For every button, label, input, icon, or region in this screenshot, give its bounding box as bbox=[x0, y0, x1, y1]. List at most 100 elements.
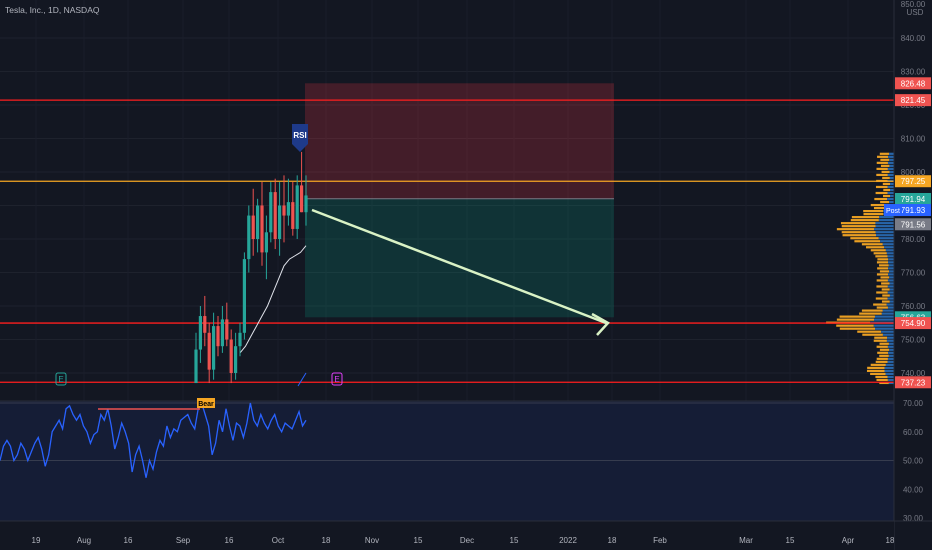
volume-bar bbox=[876, 161, 888, 164]
candle-body bbox=[229, 339, 233, 373]
volume-bar bbox=[877, 258, 889, 261]
volume-bar bbox=[882, 176, 890, 180]
time-label: 15 bbox=[510, 536, 519, 545]
rsi-tick: 50.00 bbox=[903, 457, 924, 466]
price-axis[interactable] bbox=[894, 0, 932, 550]
volume-bar bbox=[887, 197, 894, 201]
rsi-flag-marker[interactable]: RSI bbox=[292, 124, 308, 152]
price-label-text: 737.23 bbox=[901, 378, 926, 387]
currency-label: USD bbox=[907, 8, 924, 17]
time-label: Apr bbox=[842, 536, 855, 545]
candle-body bbox=[242, 259, 246, 333]
stop-loss-zone[interactable] bbox=[305, 83, 614, 199]
volume-bar bbox=[879, 342, 889, 345]
time-label: Dec bbox=[460, 536, 474, 545]
earnings-marker-1[interactable]: E bbox=[55, 372, 67, 386]
price-tick: 840.00 bbox=[901, 34, 926, 43]
time-label: Aug bbox=[77, 536, 91, 545]
price-tick: 810.00 bbox=[901, 135, 926, 144]
candle-body bbox=[278, 205, 282, 239]
volume-bar bbox=[884, 369, 894, 372]
volume-bar bbox=[885, 363, 894, 366]
price-tick: 780.00 bbox=[901, 235, 926, 244]
volume-bar bbox=[887, 306, 894, 309]
time-label: Oct bbox=[272, 536, 285, 545]
volume-bar bbox=[887, 360, 894, 363]
volume-bar bbox=[885, 249, 894, 252]
time-label: Mar bbox=[739, 536, 753, 545]
volume-bar bbox=[854, 240, 881, 243]
volume-bar bbox=[873, 318, 894, 321]
volume-bar bbox=[866, 246, 885, 249]
time-label: 19 bbox=[32, 536, 41, 545]
volume-bar bbox=[875, 225, 894, 228]
time-axis[interactable] bbox=[0, 521, 894, 550]
candle-body bbox=[269, 192, 273, 233]
candle-body bbox=[198, 316, 202, 350]
target-arrow[interactable] bbox=[311, 208, 610, 336]
volume-bar bbox=[870, 249, 886, 252]
price-label-text: 821.45 bbox=[901, 96, 926, 105]
volume-bar bbox=[887, 191, 894, 195]
volume-bar bbox=[889, 288, 894, 291]
small-trendline[interactable] bbox=[297, 372, 307, 387]
rsi-line bbox=[0, 401, 307, 478]
candle-body bbox=[225, 319, 229, 340]
volume-bar bbox=[880, 240, 894, 243]
arrow-shaft bbox=[311, 208, 607, 325]
time-label: 2022 bbox=[559, 536, 577, 545]
volume-bar bbox=[889, 200, 894, 204]
volume-bar bbox=[880, 164, 890, 167]
volume-bar bbox=[863, 213, 884, 216]
volume-bar bbox=[873, 303, 887, 306]
volume-bar bbox=[882, 182, 890, 186]
candlestick-series bbox=[194, 151, 308, 384]
volume-bar bbox=[881, 312, 894, 315]
price-label-text: 791.94 bbox=[901, 195, 926, 204]
volume-bar bbox=[875, 231, 894, 234]
earnings-marker-2[interactable]: E bbox=[331, 372, 343, 386]
price-label-box bbox=[895, 218, 931, 231]
volume-bar bbox=[836, 228, 875, 231]
volume-bar bbox=[887, 291, 894, 294]
price-label-box bbox=[895, 317, 931, 330]
volume-bar bbox=[881, 282, 890, 285]
rsi-tick: 30.00 bbox=[903, 514, 924, 523]
price-tick: 760.00 bbox=[901, 302, 926, 311]
volume-bar bbox=[873, 324, 894, 327]
volume-bar bbox=[887, 285, 894, 288]
price-label-text: 791.93 bbox=[901, 206, 926, 215]
volume-bar bbox=[887, 357, 894, 360]
take-profit-zone[interactable] bbox=[305, 198, 614, 318]
volume-bar bbox=[859, 312, 882, 315]
time-label: Sep bbox=[176, 536, 191, 545]
candle-body bbox=[220, 319, 224, 347]
volume-bar bbox=[876, 345, 888, 348]
volume-bar bbox=[886, 339, 894, 342]
volume-bar bbox=[889, 300, 894, 303]
chart-title: Tesla, Inc., 1D, NASDAQ bbox=[5, 5, 100, 15]
price-tick: 770.00 bbox=[901, 269, 926, 278]
volume-bar bbox=[886, 252, 894, 255]
volume-bar bbox=[887, 161, 894, 164]
price-label-text: 791.56 bbox=[901, 220, 926, 229]
price-label-text: 826.48 bbox=[901, 79, 926, 88]
horizontal-levels bbox=[0, 99, 894, 383]
time-label: 16 bbox=[225, 536, 234, 545]
candle-body bbox=[194, 349, 198, 384]
svg-text:Bear: Bear bbox=[198, 401, 214, 408]
volume-bar bbox=[882, 243, 894, 246]
volume-bar bbox=[889, 164, 894, 167]
price-label-box bbox=[895, 94, 931, 107]
volume-bar bbox=[875, 297, 888, 300]
volume-bar bbox=[888, 258, 894, 261]
volume-bar bbox=[884, 366, 894, 369]
candle-body bbox=[304, 195, 308, 213]
volume-bar bbox=[883, 194, 890, 198]
volume-bar bbox=[884, 246, 894, 249]
volume-bar bbox=[877, 155, 889, 158]
volume-bar bbox=[887, 375, 894, 379]
volume-bar bbox=[888, 381, 894, 385]
volume-bar bbox=[862, 333, 883, 336]
